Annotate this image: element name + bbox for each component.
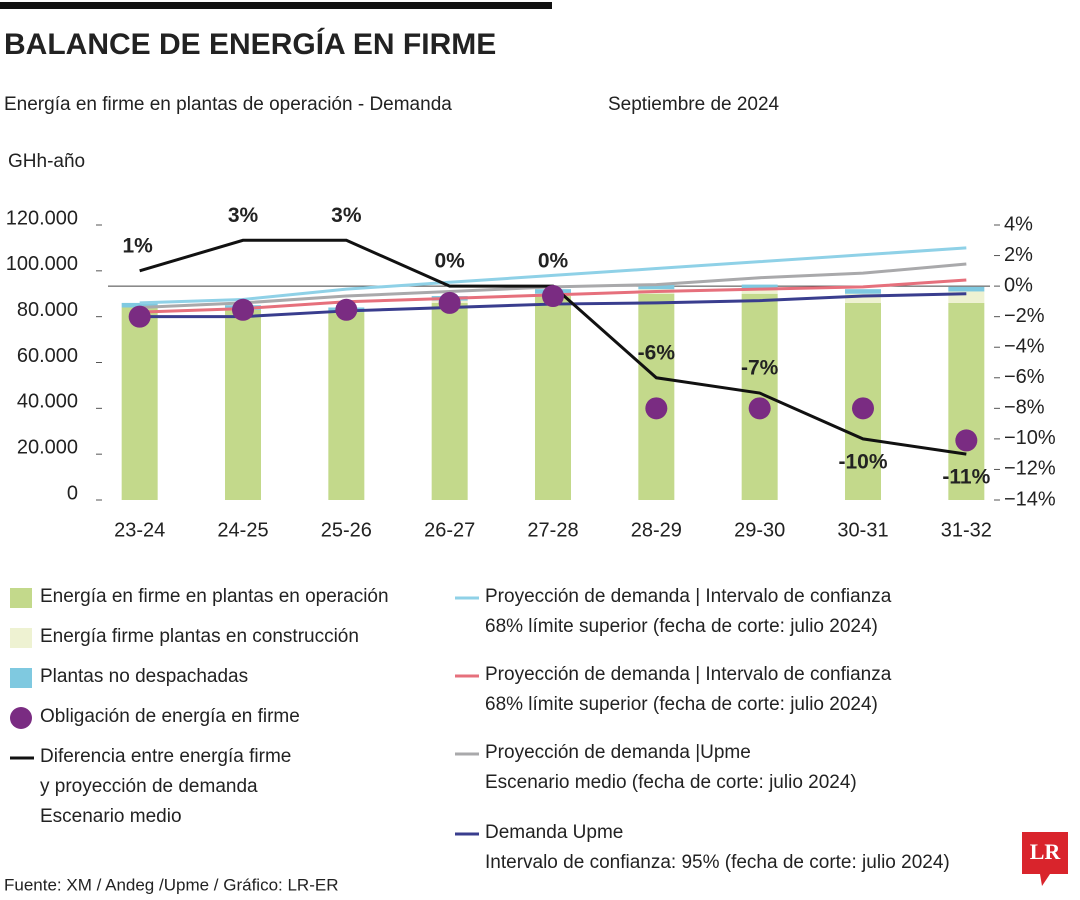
data-label: -11% — [942, 466, 990, 489]
legend-label: Energía en firme en plantas en operación — [40, 586, 389, 607]
x-tick-label: 23-24 — [114, 519, 165, 541]
subtitle: Energía en firme en plantas de operación… — [4, 94, 452, 115]
data-label: -6% — [638, 341, 676, 364]
legend-swatch — [10, 628, 32, 648]
obligation-dot — [645, 397, 668, 420]
y2-tick-label: −2% — [1004, 305, 1045, 327]
data-label: 3% — [228, 204, 259, 227]
obligation-dot — [232, 298, 254, 321]
legend-label: Plantas no despachadas — [40, 666, 249, 687]
legend-entry: Demanda Upme Intervalo de confianza: 95%… — [485, 822, 950, 873]
bar — [121, 307, 158, 500]
top-rule — [0, 2, 552, 9]
data-label: 0% — [538, 250, 569, 273]
date: Septiembre de 2024 — [608, 94, 780, 115]
bar — [741, 293, 778, 500]
data-label: 0% — [434, 250, 465, 273]
x-tick-label: 26-27 — [424, 519, 475, 541]
data-label: -10% — [838, 450, 887, 473]
bar — [948, 302, 985, 500]
bar — [328, 312, 365, 500]
legend-label: Energía firme plantas en construcción — [40, 626, 359, 647]
bar — [225, 309, 261, 500]
bar — [845, 293, 881, 303]
y-tick-label: 80.000 — [17, 299, 78, 321]
y2-tick-label: −6% — [1004, 366, 1045, 388]
legend-swatch — [10, 588, 32, 608]
legend-entry: Plantas no despachadas — [40, 666, 249, 687]
bar — [535, 296, 571, 500]
bar — [845, 289, 881, 294]
legend-label: Proyección de demanda | Intervalo de con… — [485, 664, 892, 715]
legend-label: Proyección de demanda | Intervalo de con… — [485, 586, 892, 637]
legend-swatch — [10, 707, 32, 729]
y2-tick-label: −12% — [1004, 458, 1056, 480]
bar — [741, 289, 778, 294]
demand-line — [139, 246, 967, 305]
bar — [741, 284, 778, 290]
data-label: 1% — [122, 234, 153, 257]
y2-tick-label: −14% — [1004, 488, 1056, 510]
legend-entry: Energía firme plantas en construcción — [40, 626, 359, 647]
legend-label: Obligación de energía en firme — [40, 706, 300, 727]
bar — [638, 293, 675, 500]
x-tick-label: 30-31 — [837, 519, 888, 541]
obligation-dot — [542, 285, 564, 308]
y2-tick-label: −4% — [1004, 336, 1045, 358]
y-tick-label: 0 — [67, 482, 78, 504]
chart-title: BALANCE DE ENERGÍA EN FIRME — [4, 27, 496, 61]
x-tick-label: 25-26 — [321, 519, 372, 541]
legend-swatch — [10, 668, 32, 688]
logo-text: LR — [1030, 839, 1062, 864]
data-label: 3% — [331, 204, 362, 227]
x-tick-label: 29-30 — [734, 519, 785, 541]
legend-entry: Obligación de energía en firme — [40, 706, 300, 727]
bar — [948, 286, 985, 292]
bar — [948, 291, 985, 303]
obligation-dot — [748, 397, 771, 420]
legend-label: Proyección de demanda |Upme Escenario me… — [485, 742, 857, 793]
x-tick-label: 24-25 — [217, 519, 268, 541]
obligation-dot — [438, 291, 461, 314]
legend-entry: Diferencia entre energía firme y proyecc… — [40, 746, 292, 827]
bar — [638, 284, 675, 290]
obligation-dot — [955, 429, 978, 452]
x-tick-label: 28-29 — [631, 519, 682, 541]
obligation-dot — [335, 298, 358, 321]
logo-tail — [1040, 874, 1050, 886]
x-tick-label: 27-28 — [527, 519, 578, 541]
y-tick-label: 60.000 — [17, 345, 78, 367]
legend-entry: Proyección de demanda |Upme Escenario me… — [485, 742, 857, 793]
legend-entry: Energía en firme en plantas en operación — [40, 586, 389, 607]
y-tick-label: 20.000 — [17, 436, 78, 458]
legend-entry: Proyección de demanda | Intervalo de con… — [485, 586, 892, 637]
legend-label: Demanda Upme Intervalo de confianza: 95%… — [485, 822, 950, 873]
obligation-dot — [128, 305, 151, 328]
legend-entry: Proyección de demanda | Intervalo de con… — [485, 664, 892, 715]
y2-tick-label: −10% — [1004, 427, 1056, 449]
y2-tick-label: 4% — [1004, 213, 1033, 235]
y-tick-label: 120.000 — [6, 207, 78, 229]
data-label: -7% — [741, 357, 779, 380]
legend-label: Diferencia entre energía firme y proyecc… — [40, 746, 292, 827]
y2-tick-label: −8% — [1004, 397, 1045, 419]
y2-tick-label: 2% — [1004, 244, 1033, 266]
x-tick-label: 31-32 — [941, 519, 992, 541]
y2-tick-label: 0% — [1004, 274, 1033, 296]
bar — [431, 302, 468, 500]
logo: LR — [1022, 832, 1068, 886]
y-tick-label: 100.000 — [6, 253, 78, 275]
logo-box — [1022, 832, 1068, 874]
bar — [121, 302, 158, 308]
y-tick-label: 40.000 — [17, 391, 78, 413]
obligation-dot — [852, 397, 874, 420]
source: Fuente: XM / Andeg /Upme / Gráfico: LR-E… — [4, 875, 338, 894]
y-axis-label: GHh-año — [8, 151, 85, 172]
